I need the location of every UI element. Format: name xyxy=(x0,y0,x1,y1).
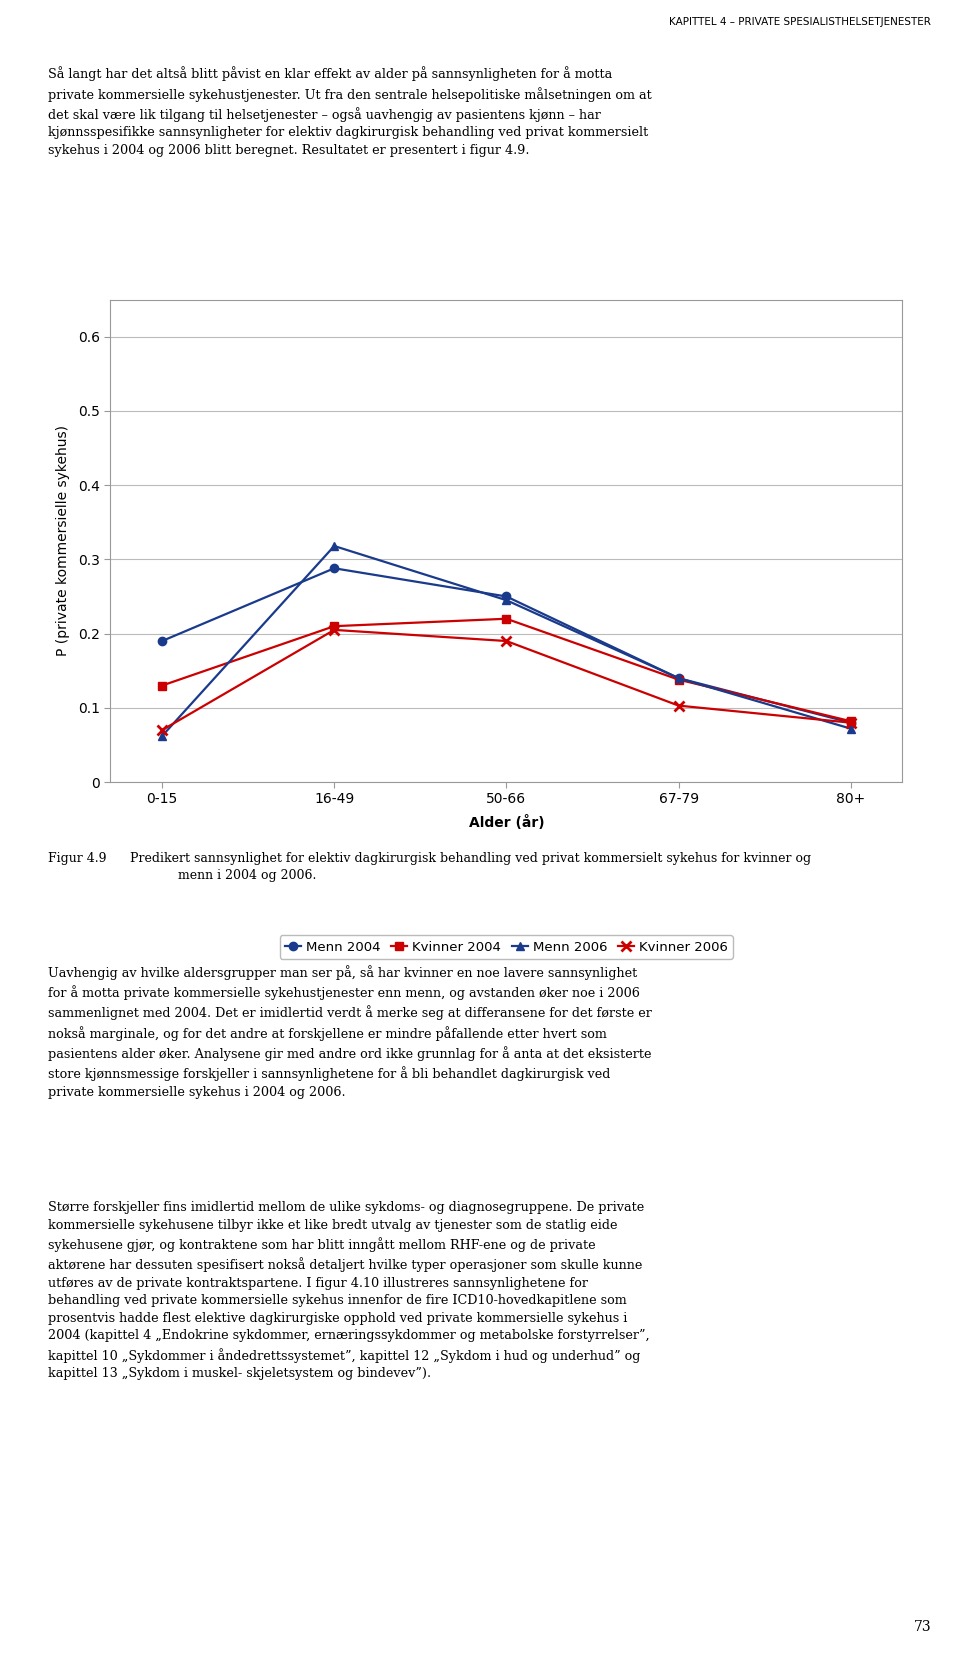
Kvinner 2004 xyxy=(328,616,340,636)
Kvinner 2006 xyxy=(156,721,168,740)
Menn 2004 xyxy=(845,712,856,732)
Line: Menn 2004: Menn 2004 xyxy=(157,564,855,727)
Kvinner 2006 xyxy=(845,712,856,732)
Menn 2004 xyxy=(328,559,340,579)
Text: Uavhengig av hvilke aldersgrupper man ser på, så har kvinner en noe lavere sanns: Uavhengig av hvilke aldersgrupper man se… xyxy=(48,965,652,1098)
Line: Menn 2006: Menn 2006 xyxy=(157,542,855,740)
Kvinner 2006 xyxy=(501,631,513,651)
Kvinner 2004 xyxy=(673,669,684,689)
Kvinner 2006 xyxy=(328,621,340,641)
Kvinner 2006 xyxy=(673,696,684,716)
Menn 2006 xyxy=(673,669,684,689)
Y-axis label: P (private kommersielle sykehus): P (private kommersielle sykehus) xyxy=(56,426,70,656)
Text: Større forskjeller fins imidlertid mellom de ulike sykdoms- og diagnosegruppene.: Større forskjeller fins imidlertid mello… xyxy=(48,1201,650,1379)
Menn 2004 xyxy=(501,586,513,606)
Legend: Menn 2004, Kvinner 2004, Menn 2006, Kvinner 2006: Menn 2004, Kvinner 2004, Menn 2006, Kvin… xyxy=(279,935,733,958)
Menn 2006 xyxy=(501,591,513,611)
Menn 2004 xyxy=(673,669,684,689)
Text: KAPITTEL 4 – PRIVATE SPESIALISTHELSETJENESTER: KAPITTEL 4 – PRIVATE SPESIALISTHELSETJEN… xyxy=(669,17,931,28)
Menn 2004 xyxy=(156,631,168,651)
Menn 2006 xyxy=(845,719,856,739)
Menn 2006 xyxy=(328,536,340,556)
Menn 2006 xyxy=(156,726,168,745)
Text: Figur 4.9: Figur 4.9 xyxy=(48,852,107,865)
Text: Predikert sannsynlighet for elektiv dagkirurgisk behandling ved privat kommersie: Predikert sannsynlighet for elektiv dagk… xyxy=(130,852,811,882)
Kvinner 2004 xyxy=(845,711,856,730)
Text: Så langt har det altså blitt påvist en klar effekt av alder på sannsynligheten f: Så langt har det altså blitt påvist en k… xyxy=(48,67,652,156)
X-axis label: Alder (år): Alder (år) xyxy=(468,815,544,830)
Line: Kvinner 2004: Kvinner 2004 xyxy=(157,614,855,726)
Kvinner 2004 xyxy=(501,609,513,629)
Kvinner 2004 xyxy=(156,676,168,696)
Text: 73: 73 xyxy=(914,1621,931,1634)
Line: Kvinner 2006: Kvinner 2006 xyxy=(157,626,855,735)
